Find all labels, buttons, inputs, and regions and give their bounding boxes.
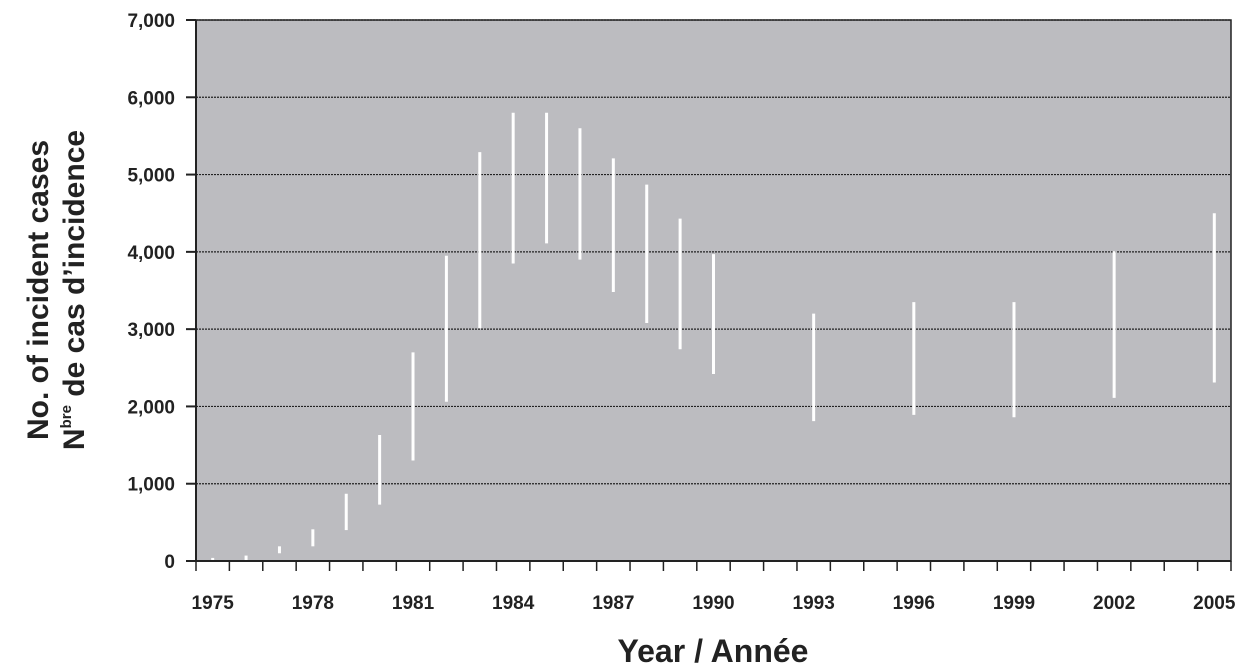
x-tick-label: 1978 (292, 593, 334, 614)
range-bars (211, 112, 1216, 561)
y-tick-label: 7,000 (127, 11, 175, 32)
x-tick-label: 1999 (993, 593, 1035, 614)
x-tick-label: 1984 (492, 593, 535, 614)
y-axis-title-rest: de cas d’incidence (58, 130, 91, 405)
x-tick-label: 1987 (592, 593, 634, 614)
y-tick-label: 6,000 (127, 88, 175, 109)
x-axis-title: Year / Année (618, 633, 809, 669)
x-tick-label: 1975 (192, 593, 235, 614)
y-axis-title-line-1: No. of incident cases (22, 140, 55, 440)
x-tick-label: 1981 (392, 593, 435, 614)
x-tick-labels: 1975 1978 1981 1984 1987 1990 1993 1996 1999 2002… (192, 593, 1236, 614)
y-ticks (186, 19, 196, 562)
x-ticks (195, 561, 1232, 571)
y-tick-label: 5,000 (127, 166, 175, 187)
y-tick-label: 1,000 (127, 475, 175, 496)
y-tick-label: 4,000 (127, 243, 175, 264)
y-axis-title-superscript: bre (58, 405, 75, 428)
x-tick-label: 1996 (893, 593, 935, 614)
y-axis-title-line-2: Nbre de cas d’incidence (58, 130, 91, 450)
y-axis-title: No. of incident cases Nbre de cas d’inci… (22, 130, 91, 450)
x-tick-label: 2005 (1193, 593, 1236, 614)
horizontal-gridlines (196, 19, 1231, 485)
x-tick-label: 1993 (793, 593, 835, 614)
axes (195, 20, 1231, 562)
y-axis-title-n: N (58, 428, 91, 450)
x-tick-label: 1990 (692, 593, 734, 614)
y-tick-label: 0 (164, 552, 175, 573)
y-tick-label: 3,000 (127, 320, 175, 341)
y-tick-labels: 0 1,000 2,000 3,000 4,000 5,000 6,000 7,000 (127, 11, 175, 573)
y-tick-label: 2,000 (127, 397, 175, 418)
x-tick-label: 2002 (1093, 593, 1135, 614)
